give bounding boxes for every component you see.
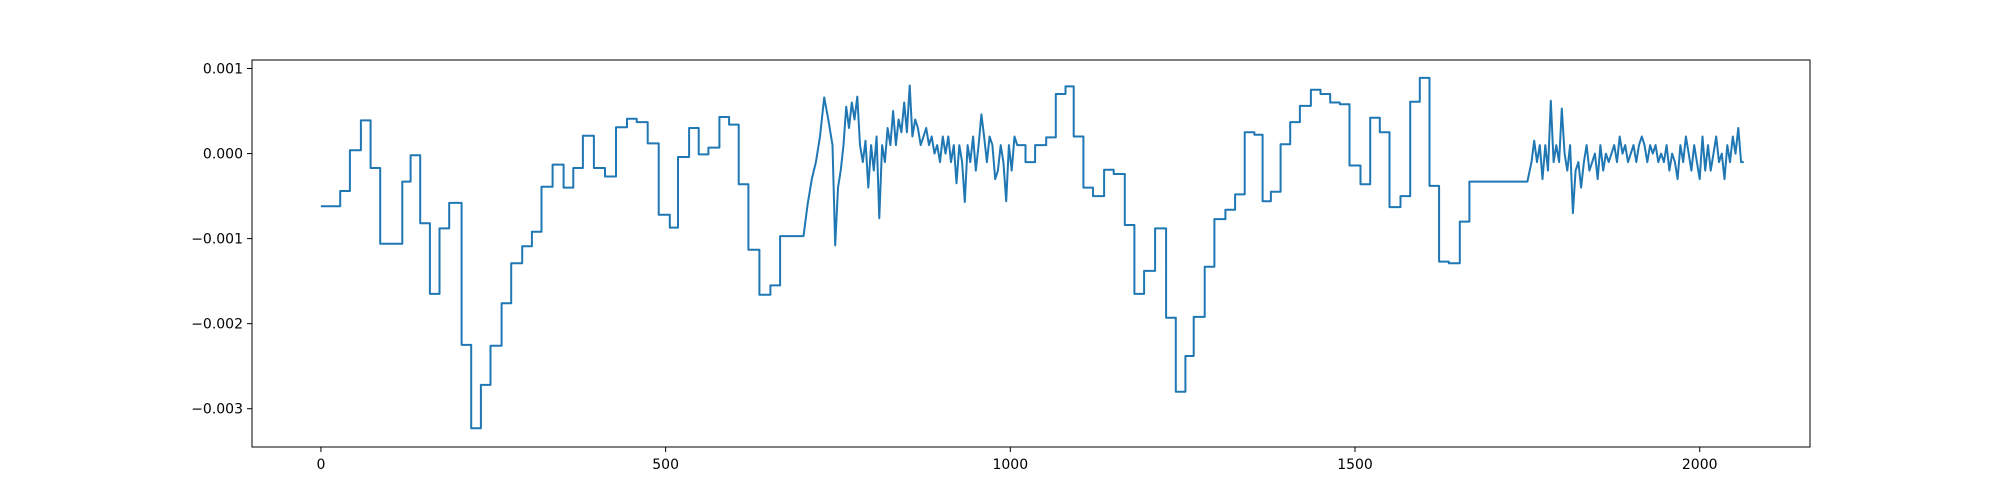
x-tick-label: 0 <box>316 457 325 473</box>
plot-area <box>320 76 1744 430</box>
y-tick-label: 0.000 <box>203 147 243 163</box>
y-tick-label: −0.002 <box>191 317 243 333</box>
y-axis: 0.001 0.000 −0.001 −0.002 −0.003 <box>191 62 252 418</box>
y-tick-label: −0.001 <box>191 232 243 248</box>
x-tick-label: 500 <box>652 457 679 473</box>
x-tick-label: 2000 <box>1682 457 1718 473</box>
y-tick-label: −0.003 <box>191 402 243 418</box>
x-tick-label: 1000 <box>992 457 1028 473</box>
x-tick-label: 1500 <box>1337 457 1373 473</box>
series-line <box>320 76 1744 430</box>
axes-frame <box>251 59 1811 448</box>
y-tick-label: 0.001 <box>203 62 243 78</box>
x-axis: 0 500 1000 1500 2000 <box>316 447 1718 473</box>
